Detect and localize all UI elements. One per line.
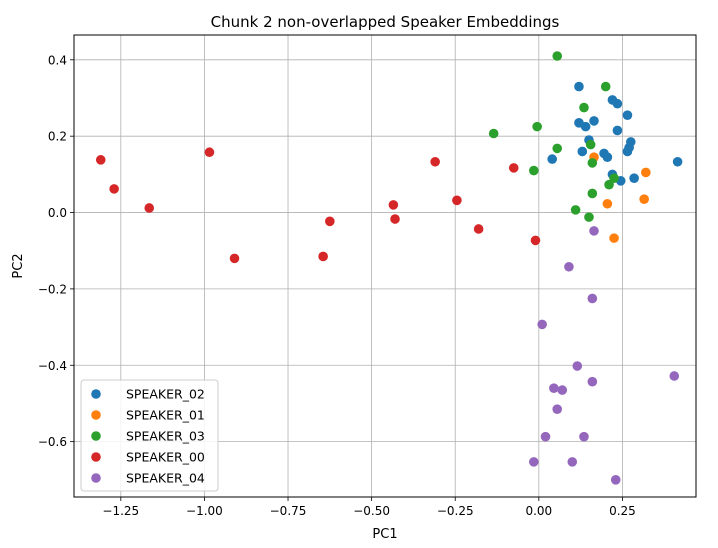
y-tick-label: 0.0	[48, 206, 67, 220]
x-tick-label: −1.25	[102, 504, 139, 518]
series-speaker-00	[95, 147, 541, 264]
legend-entry-label: SPEAKER_04	[126, 471, 205, 486]
data-point	[452, 195, 462, 206]
data-point	[537, 319, 547, 330]
data-point	[577, 146, 588, 157]
data-point	[622, 146, 633, 157]
data-point	[570, 205, 581, 215]
data-point	[589, 226, 599, 236]
legend-marker	[91, 431, 101, 441]
data-point	[529, 457, 539, 467]
x-tick-label: −1.00	[186, 504, 223, 518]
data-point	[579, 102, 589, 113]
data-point	[388, 200, 399, 210]
data-point	[572, 361, 583, 371]
data-point	[587, 376, 598, 387]
legend-entry-label: SPEAKER_00	[126, 450, 205, 465]
legend-entry-label: SPEAKER_03	[126, 429, 205, 444]
y-tick-label: 0.2	[48, 130, 67, 144]
y-tick-label: −0.4	[38, 359, 67, 373]
data-point	[390, 214, 400, 224]
data-point	[610, 475, 621, 485]
legend-entry-label: SPEAKER_01	[126, 408, 205, 423]
data-point	[587, 188, 598, 199]
data-point	[144, 203, 155, 213]
y-tick-label: −0.2	[38, 282, 67, 296]
data-point	[473, 224, 484, 234]
data-point	[109, 184, 119, 194]
data-point	[672, 156, 683, 167]
data-point	[530, 235, 541, 246]
data-point	[587, 158, 598, 168]
data-point	[567, 457, 578, 467]
data-point	[589, 116, 599, 126]
data-point	[529, 165, 539, 176]
x-tick-label: −0.75	[270, 504, 307, 518]
legend-box	[80, 379, 219, 492]
data-point	[602, 198, 613, 209]
data-point	[641, 167, 651, 178]
x-axis-label: PC1	[372, 527, 397, 542]
data-point	[600, 81, 611, 92]
data-point	[587, 293, 598, 304]
series-speaker-03	[488, 51, 619, 222]
data-point	[540, 431, 551, 442]
legend-marker	[91, 473, 101, 483]
data-points	[95, 51, 683, 485]
data-point	[602, 152, 613, 162]
legend-marker	[91, 410, 101, 420]
data-point	[508, 163, 519, 173]
data-point	[612, 98, 623, 109]
x-tick-label: −0.25	[437, 504, 474, 518]
data-point	[549, 383, 559, 393]
data-point	[580, 121, 591, 132]
data-point	[622, 110, 633, 120]
data-point	[325, 216, 335, 227]
data-point	[488, 128, 499, 139]
legend-entry-label: SPEAKER_02	[126, 387, 205, 402]
grid-lines	[74, 35, 696, 497]
data-point	[430, 156, 440, 167]
plot-area-frame	[73, 34, 697, 498]
series-speaker-04	[529, 226, 680, 485]
data-point	[552, 404, 563, 414]
data-point	[629, 173, 639, 183]
data-point	[229, 253, 240, 264]
data-point	[557, 385, 568, 395]
data-point	[612, 125, 623, 136]
legend-marker	[91, 452, 101, 462]
y-tick-label: −0.6	[38, 435, 67, 449]
data-point	[547, 154, 558, 164]
data-point	[669, 371, 680, 381]
axis-ticks: −1.25 −1.00 −0.75 −0.50 −0.25 0.00 0.25 0.4 0.2 0…	[38, 53, 636, 518]
data-point	[584, 212, 594, 222]
x-tick-label: −0.50	[353, 504, 390, 518]
data-point	[604, 179, 614, 190]
data-point	[609, 233, 619, 243]
data-point	[552, 143, 563, 154]
x-tick-label: 0.25	[609, 504, 636, 518]
data-point	[552, 51, 563, 61]
data-point	[574, 81, 584, 92]
chart-title: Chunk 2 non-overlapped Speaker Embedding…	[211, 13, 560, 31]
data-point	[609, 173, 619, 183]
y-tick-label: 0.4	[48, 53, 67, 67]
data-point	[204, 147, 215, 158]
data-point	[318, 251, 328, 262]
legend: SPEAKER_02 SPEAKER_01 SPEAKER_03 SPEAKER_00…	[80, 379, 219, 492]
legend-marker	[91, 389, 101, 399]
data-point	[579, 431, 589, 442]
y-axis-label: PC2	[11, 253, 26, 278]
data-point	[532, 121, 542, 132]
data-point	[95, 155, 106, 165]
data-point	[564, 261, 574, 272]
data-point	[585, 139, 596, 150]
data-point	[639, 194, 649, 204]
x-tick-label: 0.00	[525, 504, 552, 518]
